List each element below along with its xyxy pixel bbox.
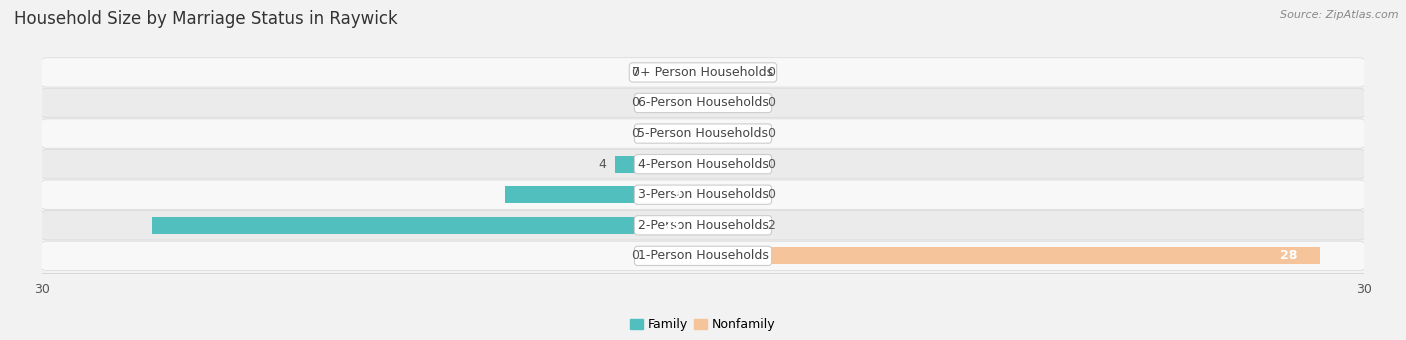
Text: 2-Person Households: 2-Person Households	[637, 219, 769, 232]
Text: 1-Person Households: 1-Person Households	[637, 249, 769, 262]
FancyBboxPatch shape	[38, 180, 1368, 209]
Text: 7+ Person Households: 7+ Person Households	[633, 66, 773, 79]
Bar	[614, 156, 703, 172]
Text: 25: 25	[664, 219, 681, 232]
Bar	[703, 64, 758, 81]
Bar	[648, 64, 703, 81]
Bar	[703, 248, 1320, 264]
FancyBboxPatch shape	[38, 241, 1368, 271]
Text: 0: 0	[766, 97, 775, 109]
Bar	[703, 156, 758, 172]
FancyBboxPatch shape	[38, 88, 1368, 118]
FancyBboxPatch shape	[38, 150, 1368, 179]
Text: 3-Person Households: 3-Person Households	[637, 188, 769, 201]
Text: 0: 0	[631, 127, 640, 140]
Text: 5-Person Households: 5-Person Households	[637, 127, 769, 140]
Bar	[703, 95, 758, 112]
Text: 6-Person Households: 6-Person Households	[637, 97, 769, 109]
Bar	[152, 217, 703, 234]
Text: 0: 0	[631, 249, 640, 262]
Text: 0: 0	[766, 127, 775, 140]
Bar	[648, 95, 703, 112]
FancyBboxPatch shape	[38, 210, 1368, 240]
FancyBboxPatch shape	[38, 58, 1368, 87]
Bar	[648, 125, 703, 142]
Text: 0: 0	[631, 66, 640, 79]
Text: 0: 0	[766, 158, 775, 171]
Bar	[703, 217, 758, 234]
Text: Source: ZipAtlas.com: Source: ZipAtlas.com	[1281, 10, 1399, 20]
Bar	[505, 186, 703, 203]
Bar	[703, 125, 758, 142]
Text: Household Size by Marriage Status in Raywick: Household Size by Marriage Status in Ray…	[14, 10, 398, 28]
Text: 4: 4	[598, 158, 606, 171]
Text: 9: 9	[672, 188, 681, 201]
Text: 0: 0	[766, 188, 775, 201]
Text: 4-Person Households: 4-Person Households	[637, 158, 769, 171]
FancyBboxPatch shape	[38, 119, 1368, 148]
Text: 0: 0	[631, 97, 640, 109]
Bar	[703, 186, 758, 203]
Legend: Family, Nonfamily: Family, Nonfamily	[626, 313, 780, 336]
Bar	[648, 248, 703, 264]
Text: 2: 2	[766, 219, 775, 232]
Text: 0: 0	[766, 66, 775, 79]
Text: 28: 28	[1281, 249, 1298, 262]
